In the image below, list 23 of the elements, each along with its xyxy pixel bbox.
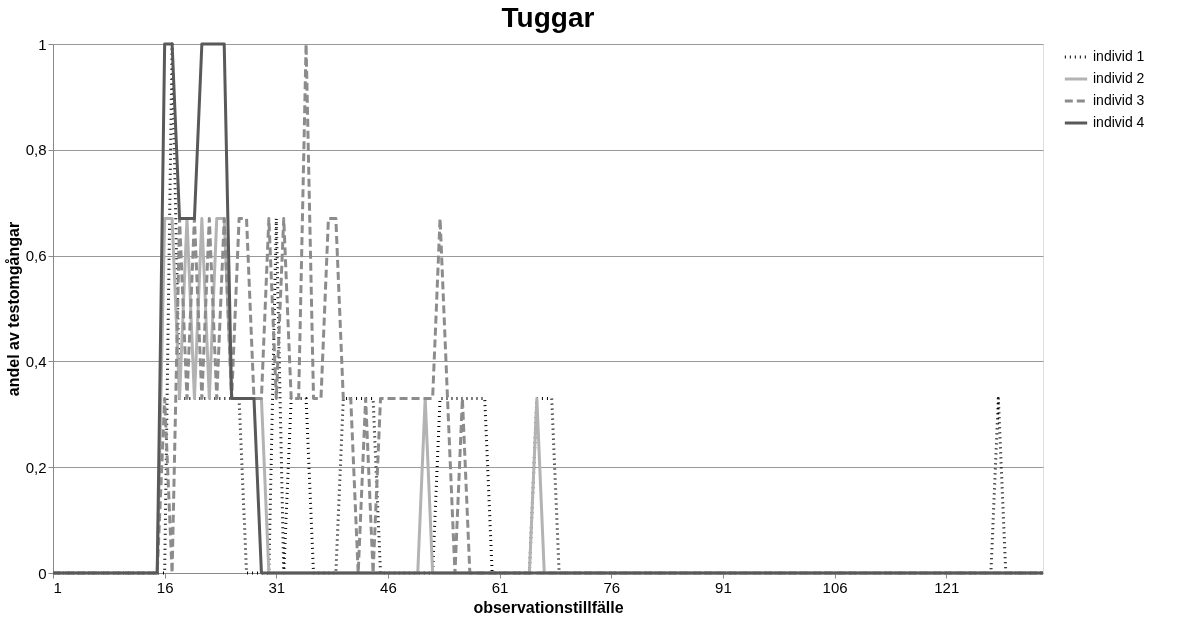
x-tick-label: 61 (491, 578, 509, 596)
x-tick-label: 76 (603, 578, 621, 596)
y-tick-label: 0,2 (25, 458, 47, 476)
y-tick-label: 0,6 (25, 247, 47, 265)
legend-label: individ 4 (1093, 114, 1145, 130)
x-tick-label: 106 (822, 578, 848, 596)
y-tick-label: 0,8 (25, 141, 47, 159)
x-tick-label: 16 (156, 578, 174, 596)
x-tick-label: 31 (268, 578, 286, 596)
y-axis-title: andel av testomgångar (4, 221, 22, 397)
x-tick-label: 121 (934, 578, 960, 596)
x-tick-label: 1 (53, 578, 62, 596)
x-tick-label: 91 (715, 578, 732, 596)
x-tick-label: 46 (380, 578, 397, 596)
chart-title: Tuggar (501, 2, 595, 33)
x-axis-title: observationstillfälle (473, 598, 624, 616)
legend-label: individ 3 (1093, 92, 1145, 108)
y-tick-label: 0,4 (25, 352, 47, 370)
y-tick-label: 1 (38, 35, 47, 53)
legend-label: individ 1 (1093, 48, 1145, 64)
legend-label: individ 2 (1093, 70, 1145, 86)
line-series (51, 42, 1045, 575)
y-tick-label: 0 (38, 564, 47, 582)
